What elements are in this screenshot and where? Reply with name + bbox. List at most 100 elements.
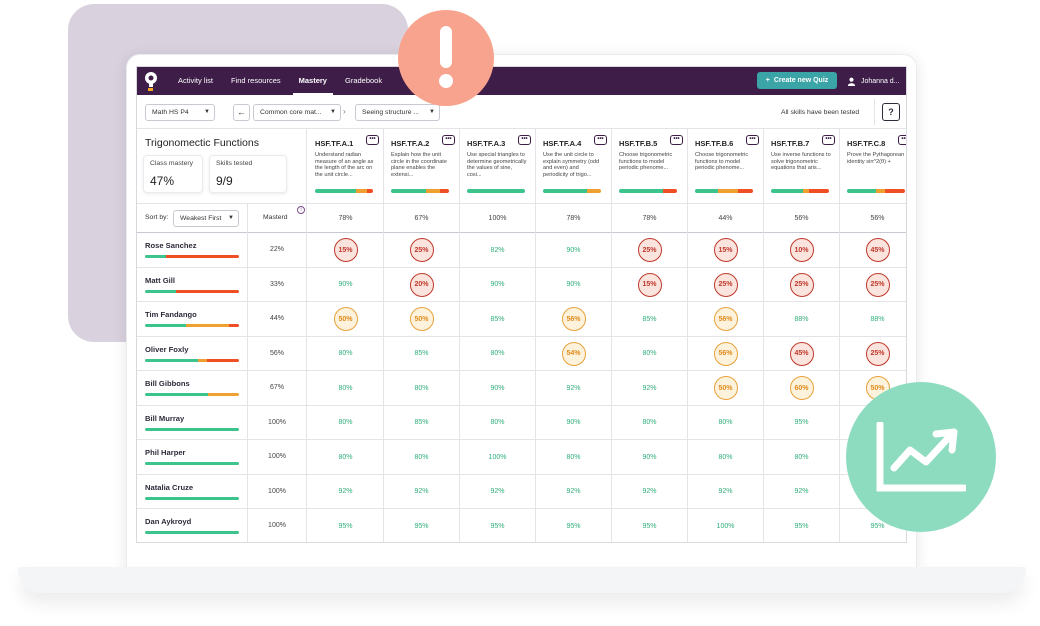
score-cell[interactable]: 80% [308,336,384,371]
score-cell[interactable]: 100% [460,440,536,475]
app-logo-icon[interactable] [143,71,159,91]
score-cell[interactable]: 80% [764,440,840,475]
skill-column-header[interactable]: HSF.TF.A.1 ••• Understand radian measure o… [308,129,384,203]
score-cell[interactable]: 25% [688,267,764,302]
more-options-icon[interactable]: ••• [898,135,906,145]
score-cell[interactable]: 100% [688,509,764,542]
score-cell[interactable]: 95% [612,509,688,542]
score-cell[interactable]: 90% [536,267,612,302]
more-options-icon[interactable]: ••• [442,135,455,145]
score-cell[interactable]: 15% [612,267,688,302]
score-cell[interactable]: 25% [384,233,460,268]
score-cell[interactable]: 90% [612,440,688,475]
more-options-icon[interactable]: ••• [518,135,531,145]
student-name[interactable]: Natalia Cruze [145,482,194,492]
score-cell[interactable]: 80% [384,371,460,406]
score-cell[interactable]: 95% [536,509,612,542]
score-cell[interactable]: 90% [536,405,612,440]
cluster-select[interactable]: Seeing structure ... ▼ [355,104,440,121]
user-menu[interactable]: Johanna d... [847,67,900,95]
student-name[interactable]: Bill Murray [145,413,185,423]
create-quiz-button[interactable]: + Create new Quiz [757,72,837,89]
score-cell[interactable]: 25% [764,267,840,302]
student-name[interactable]: Tim Fandango [145,310,197,319]
score-cell[interactable]: 50% [688,371,764,406]
score-cell[interactable]: 95% [840,509,906,542]
score-cell[interactable]: 92% [612,371,688,406]
score-cell[interactable]: 50% [384,302,460,337]
score-cell[interactable]: 80% [460,405,536,440]
score-cell[interactable]: 56% [536,302,612,337]
skill-column-header[interactable]: HSF.TF.B.6 ••• Choose trigonometric functi… [688,129,764,203]
student-name[interactable]: Dan Aykroyd [145,517,192,526]
score-cell[interactable]: 92% [536,371,612,406]
score-cell[interactable]: 92% [460,474,536,509]
score-cell[interactable]: 92% [688,474,764,509]
score-cell[interactable]: 80% [384,440,460,475]
score-cell[interactable]: 80% [688,440,764,475]
skill-column-header[interactable]: HSF.TF.A.3 ••• Use special triangles to de… [460,129,536,203]
score-cell[interactable]: 85% [384,405,460,440]
skill-column-header[interactable]: HSF.TF.C.8 ••• Prove the Pythagorean ident… [840,129,906,203]
skill-column-header[interactable]: HSF.TF.B.7 ••• Use inverse functions to so… [764,129,840,203]
score-cell[interactable]: 85% [384,336,460,371]
score-cell[interactable]: 90% [460,267,536,302]
score-cell[interactable]: 90% [460,371,536,406]
sort-select[interactable]: Weakest First ▼ [173,210,239,227]
score-cell[interactable]: 95% [764,405,840,440]
student-row[interactable]: Natalia Cruze100%92%92%92%92%92%92%92%92… [137,474,906,509]
nav-activity-list[interactable]: Activity list [178,76,214,85]
score-cell[interactable]: 85% [460,302,536,337]
score-cell[interactable]: 80% [688,405,764,440]
more-options-icon[interactable]: ••• [366,135,379,145]
score-cell[interactable]: 45% [840,233,906,268]
more-options-icon[interactable]: ••• [670,135,683,145]
score-cell[interactable]: 56% [688,302,764,337]
student-row[interactable]: Tim Fandango 44% 50% 50% 85% 56% 85% 56% 88% 88% [137,302,906,337]
nav-find-resources[interactable]: Find resources [231,76,281,85]
score-cell[interactable]: 88% [840,302,906,337]
help-button[interactable]: ? [882,103,900,121]
score-cell[interactable]: 95% [764,509,840,542]
score-cell[interactable]: 10% [764,233,840,268]
student-row[interactable]: Dan Aykroyd 100% 95% 95% 95% 95% 95% 100% 95% 95% [137,509,906,542]
score-cell[interactable]: 88% [764,302,840,337]
nav-mastery[interactable]: Mastery [292,67,334,95]
nav-gradebook[interactable]: Gradebook [344,76,383,85]
score-cell[interactable]: 92% [384,474,460,509]
score-cell[interactable]: 54% [536,336,612,371]
score-cell[interactable]: 82% [460,233,536,268]
skill-column-header[interactable]: HSF.TF.B.5 ••• Choose trigonometric functi… [612,129,688,203]
score-cell[interactable]: 25% [612,233,688,268]
score-cell[interactable]: 20% [384,267,460,302]
score-cell[interactable]: 95% [384,509,460,542]
score-cell[interactable]: 90% [536,233,612,268]
score-cell[interactable]: 95% [460,509,536,542]
score-cell[interactable]: 60% [764,371,840,406]
score-cell[interactable]: 92% [764,474,840,509]
more-options-icon[interactable]: ••• [594,135,607,145]
skill-column-header[interactable]: HSF.TF.A.2 ••• Explain how the unit circle… [384,129,460,203]
score-cell[interactable]: 92% [612,474,688,509]
student-row[interactable]: Rose Sanchez 22% 15% 25% 82% 90% 25% 15% 10% 45% [137,233,906,268]
student-name[interactable]: Bill Gibbons [145,379,190,388]
score-cell[interactable]: 25% [840,268,906,303]
score-cell[interactable]: 80% [308,405,384,440]
student-name[interactable]: Rose Sanchez [145,241,197,250]
score-cell[interactable]: 90% [308,267,384,302]
student-row[interactable]: Oliver Foxly 56% 80% 85% 80% 54% 80% 56% 45% 25% [137,336,906,371]
score-cell[interactable]: 80% [460,336,536,371]
score-cell[interactable]: 45% [764,336,840,371]
score-cell[interactable]: 80% [612,336,688,371]
student-row[interactable]: Bill Gibbons 67% 80% 80% 90% 92% 92% 50% 60% 50% [137,371,906,406]
class-select[interactable]: Math HS P4 ▼ [145,104,215,121]
score-cell[interactable]: 95% [308,509,384,542]
score-cell[interactable]: 80% [308,440,384,475]
score-cell[interactable]: 92% [536,474,612,509]
score-cell[interactable]: 80% [612,405,688,440]
score-cell[interactable]: 92% [308,474,384,509]
skill-column-header[interactable]: HSF.TF.A.4 ••• Use the unit circle to expl… [536,129,612,203]
score-cell[interactable]: 15% [688,233,764,268]
student-name[interactable]: Oliver Foxly [145,344,189,354]
